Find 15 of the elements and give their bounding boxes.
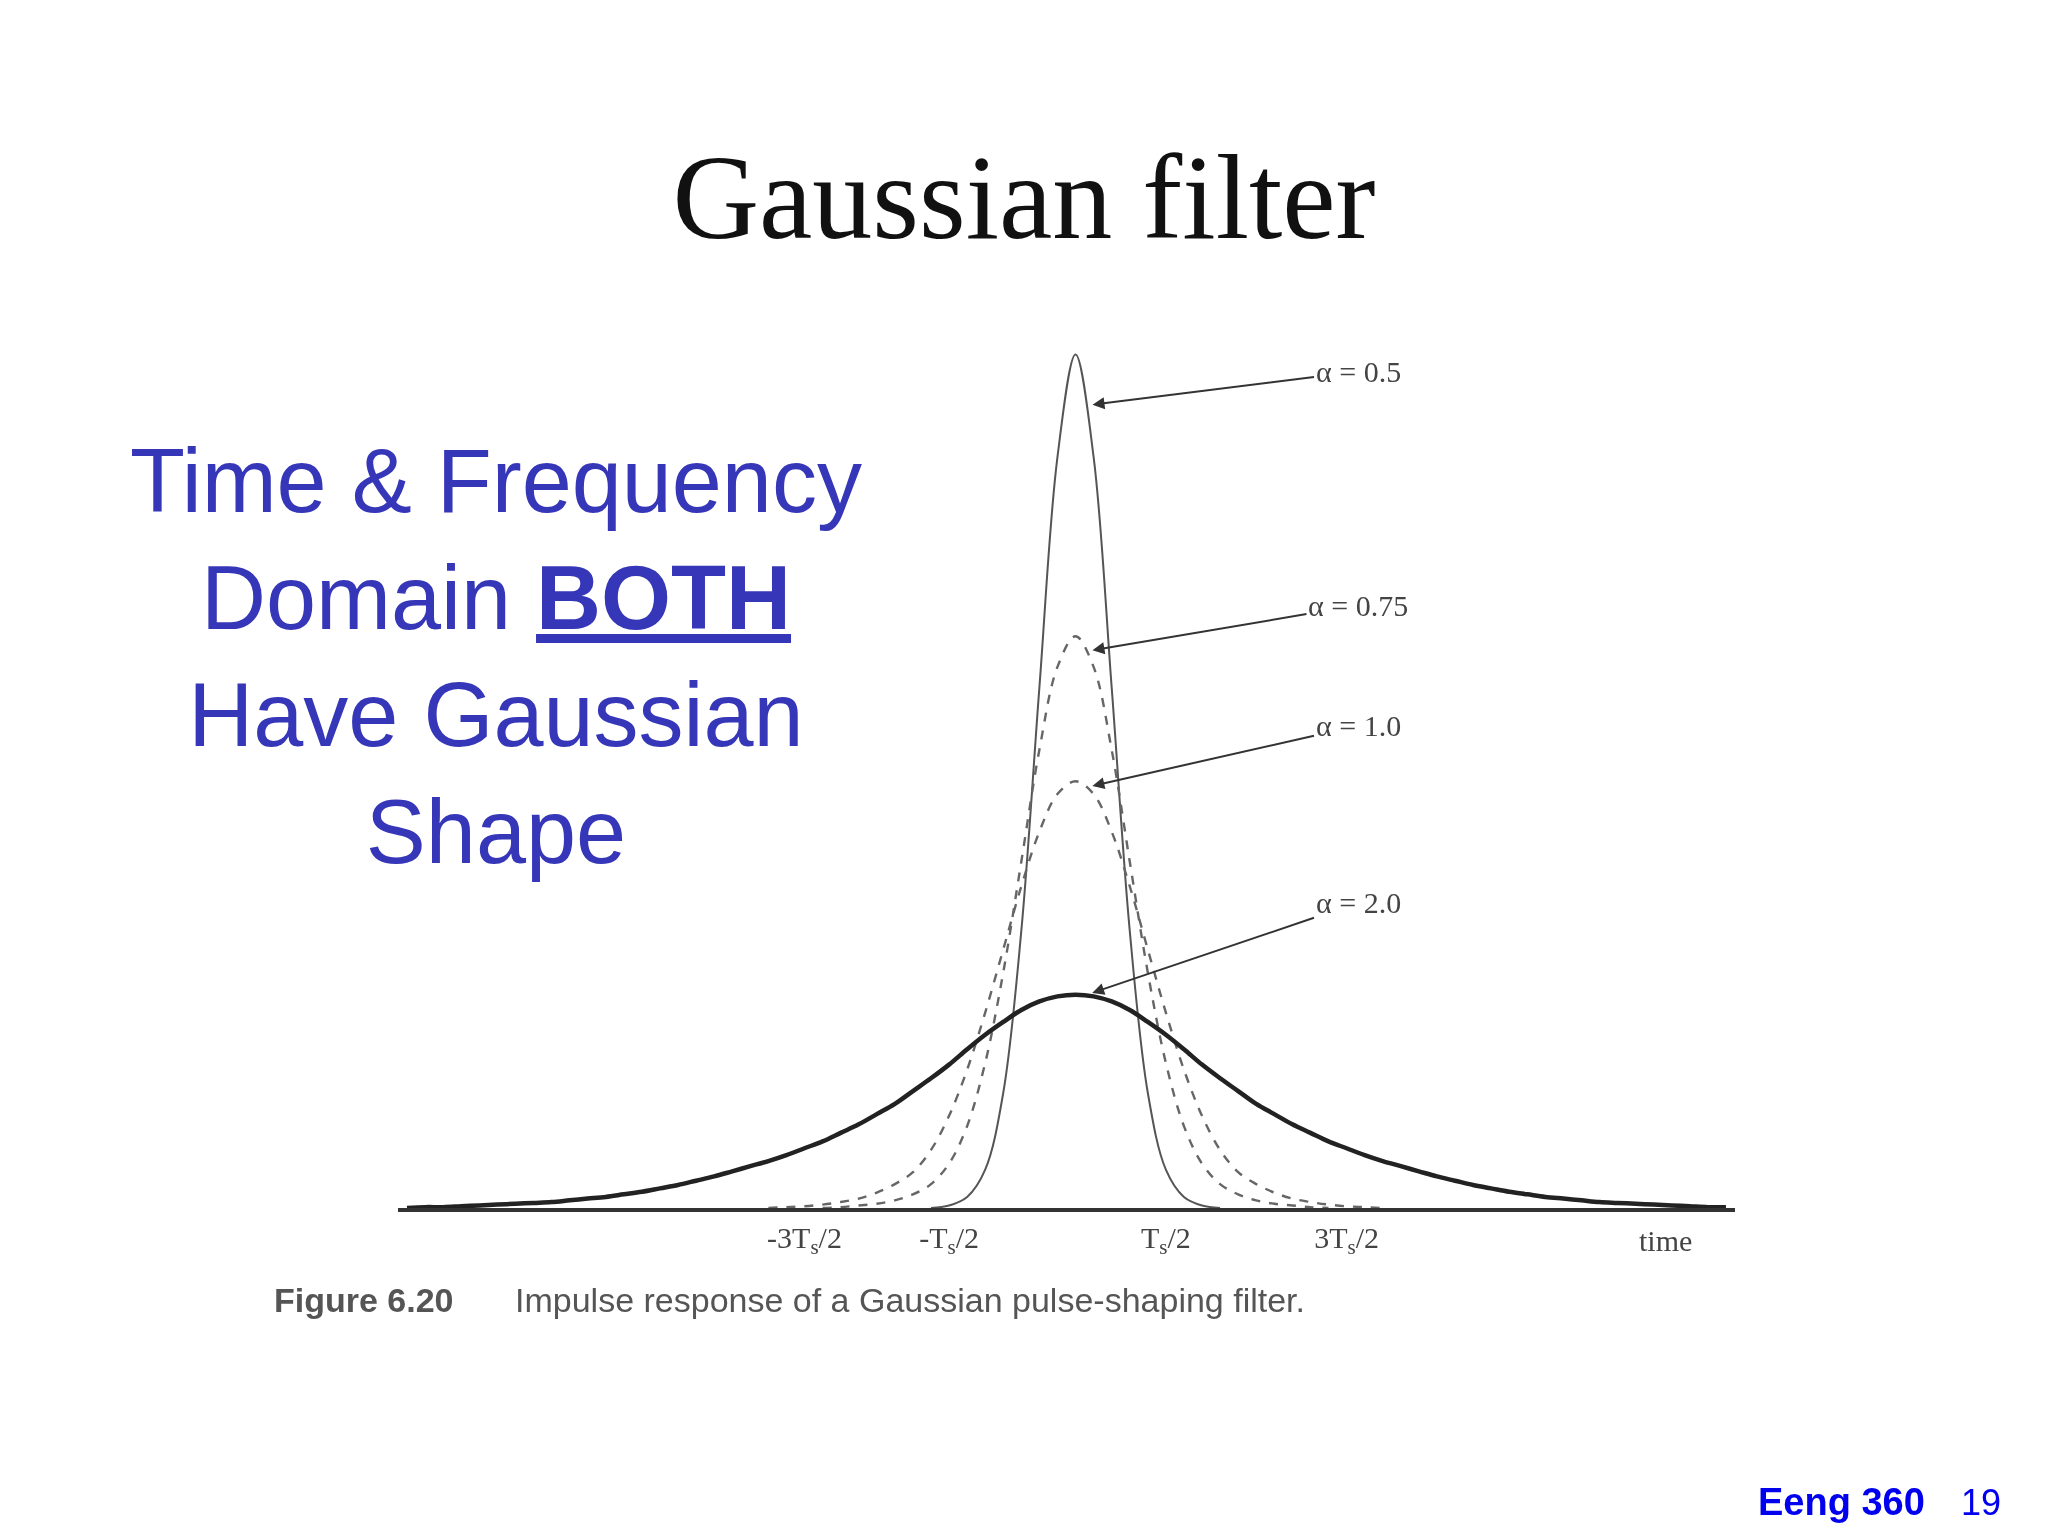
text: 19 <box>1961 1482 2002 1523</box>
caption: Figure 6.20 <box>274 1281 454 1319</box>
text: Eeng 360 <box>1758 1481 1925 1523</box>
x-axis-title: time <box>1639 1224 1693 1257</box>
text: α = 0.5 <box>1316 355 1402 388</box>
text: α = 2.0 <box>1316 886 1402 919</box>
text: α = 0.75 <box>1308 589 1409 622</box>
x-tick-label: -T$_{s}$/2 <box>919 1221 979 1260</box>
chart-title: Gaussian filter <box>672 131 1376 264</box>
text: Impulse response of a Gaussian pulse-shaping filter. <box>515 1281 1306 1319</box>
x-tick-label: T$_{s}$/2 <box>1140 1221 1191 1260</box>
x-tick-label: -3T$_{s}$/2 <box>767 1221 842 1260</box>
annotation: Time & Frequency Domain BOTH Have Gaussian Shape <box>130 431 862 882</box>
text: α = 1.0 <box>1316 709 1402 742</box>
x-tick-label: 3T$_{s}$/2 <box>1314 1221 1379 1260</box>
